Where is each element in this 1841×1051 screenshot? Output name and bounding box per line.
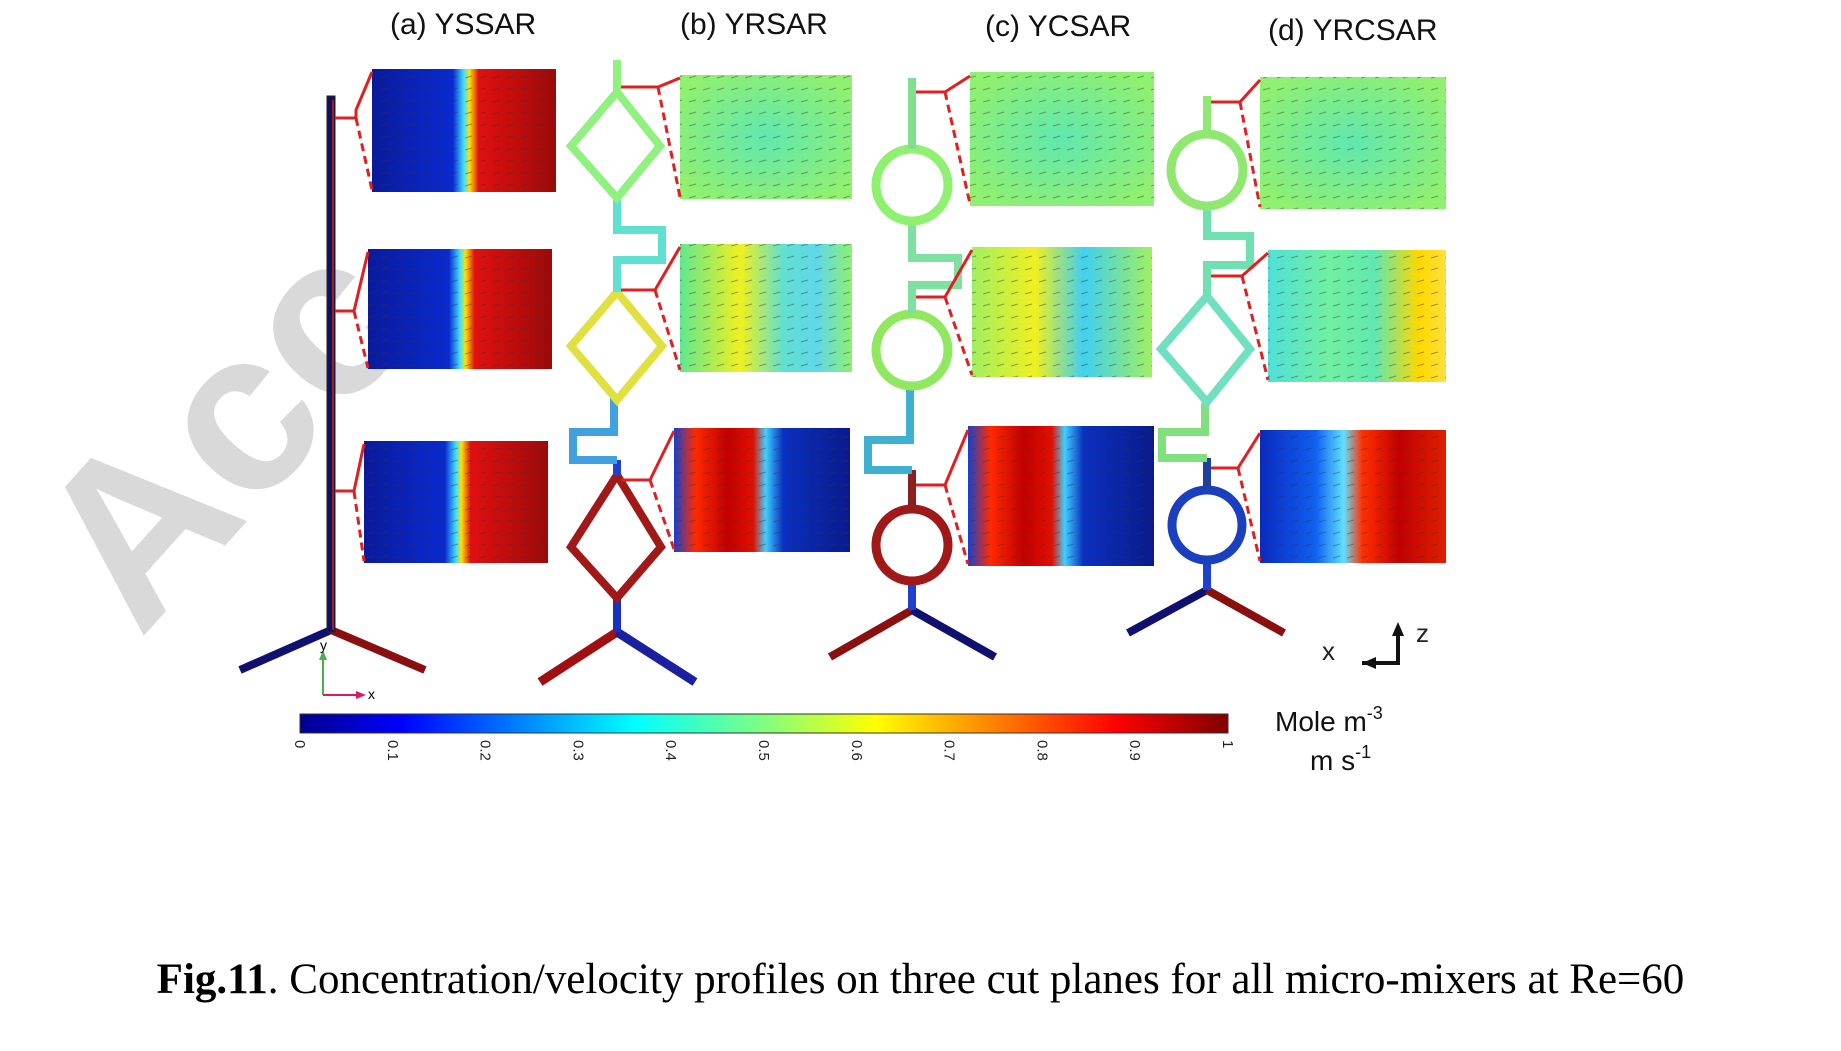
figure-caption: Fig.11. Concentration/velocity profiles … [0, 955, 1841, 1004]
colorbar-tick-label: 0.1 [384, 740, 401, 761]
colorbar-tick-label: 0.9 [1126, 740, 1143, 761]
caption-figure-number: Fig.11 [156, 956, 268, 1003]
panel-b-connectors [621, 76, 682, 550]
colorbar-tick-label: 0.5 [755, 740, 772, 761]
panel-c-mixer [828, 78, 997, 661]
orientation-z-label: z [1416, 618, 1429, 648]
panel-c-connectors [916, 74, 974, 565]
orientation-indicator: x z [1322, 618, 1429, 669]
panel-d-title: (d) YRCSAR [1268, 14, 1437, 47]
panel-a-connectors [335, 71, 374, 562]
caption-text: . Concentration/velocity profiles on thr… [267, 956, 1685, 1003]
colorbar-unit-velocity: m s-1 [1310, 742, 1371, 776]
panel-d-cut-planes [1260, 77, 1446, 563]
colorbar-tick-label: 0.6 [848, 740, 865, 761]
panel-b-mixer [537, 60, 698, 686]
orientation-x-label: x [1322, 636, 1335, 666]
colorbar-tick-label: 1 [1219, 740, 1236, 748]
panel-a-title: (a) YSSAR [390, 8, 536, 41]
panel-a-mixer [238, 95, 427, 674]
colorbar-tick-label: 0.4 [662, 740, 679, 761]
colorbar-ticks: 0 0.1 0.2 0.3 0.4 0.5 0.6 0.7 0.8 0.9 1 [291, 740, 1236, 761]
colorbar-tick-label: 0.8 [1033, 740, 1050, 761]
panel-b-cut-planes [674, 75, 852, 552]
small-axis-x-label: x [368, 686, 375, 702]
colorbar-unit-concentration: Mole m-3 [1275, 703, 1383, 737]
panel-d-connectors [1211, 78, 1270, 562]
colorbar-tick-label: 0.3 [569, 740, 586, 761]
panel-a-cut-planes [364, 69, 556, 563]
panel-d-mixer [1126, 96, 1286, 637]
colorbar: 0 0.1 0.2 0.3 0.4 0.5 0.6 0.7 0.8 0.9 1 Mole m-3 m… [291, 703, 1383, 776]
colorbar-tick-label: 0.2 [477, 740, 494, 761]
small-axis-indicator: y x [319, 637, 375, 702]
panel-c-cut-planes [968, 72, 1154, 566]
colorbar-tick-label: 0.7 [941, 740, 958, 761]
panel-b-title: (b) YRSAR [680, 8, 828, 41]
colorbar-tick-label: 0 [291, 740, 308, 748]
panel-c-title: (c) YCSAR [985, 10, 1131, 43]
small-axis-y-label: y [320, 637, 327, 653]
